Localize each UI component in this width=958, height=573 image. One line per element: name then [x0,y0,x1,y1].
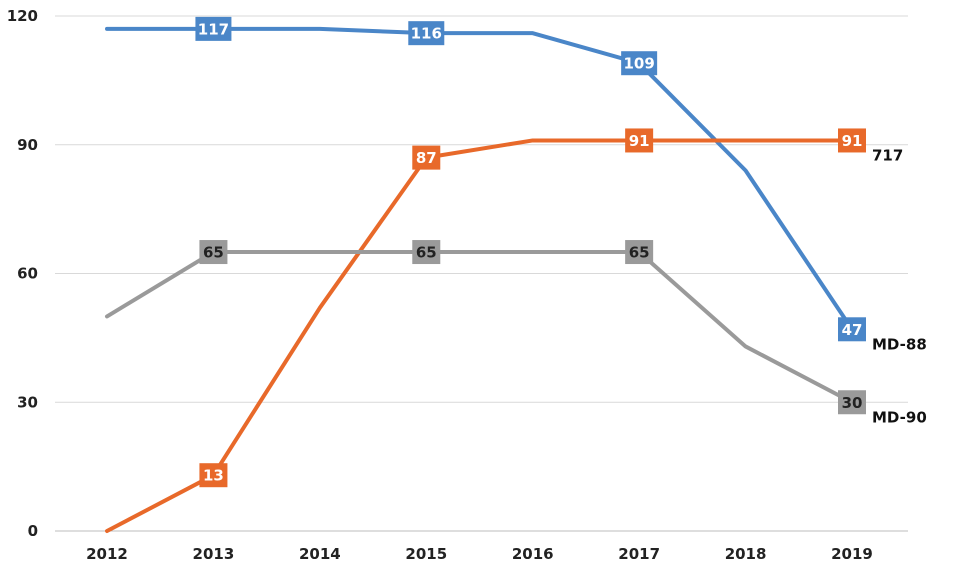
x-tick-label: 2019 [831,545,873,563]
data-label: 13 [199,463,228,488]
data-label: 117 [195,16,232,41]
data-label: 87 [412,145,441,170]
data-label-text: 91 [629,132,650,150]
x-tick-label: 2016 [512,545,554,563]
series-line-717 [105,138,854,533]
x-tick-label: 2015 [405,545,447,563]
x-tick-label: 2013 [193,545,235,563]
gridlines [55,15,908,532]
data-label-box [838,317,866,342]
y-tick-label: 0 [28,522,38,540]
series-name-label: MD-88 [872,335,927,353]
data-label-text: 65 [629,244,650,262]
data-label-box [625,240,654,265]
data-label: 91 [625,128,654,153]
data-label: 65 [412,240,441,265]
data-label-box [199,240,228,265]
series-name-label: MD-90 [872,408,927,426]
data-label: 91 [838,128,866,153]
data-label-text: 116 [411,25,442,43]
data-label-text: 65 [203,244,224,262]
series-end-labels: MD-88 717 MD-90 [872,146,927,426]
data-label: 47 [838,317,866,342]
data-label: 65 [199,240,228,265]
data-label-text: 65 [416,244,437,262]
data-label-box [621,51,658,76]
x-tick-label: 2012 [86,545,128,563]
x-tick-label: 2014 [299,545,341,563]
x-tick-label: 2017 [618,545,660,563]
data-label-box [195,16,232,41]
data-label: 65 [625,240,654,265]
y-tick-label: 60 [17,265,38,283]
data-label-box [408,21,445,46]
data-label-text: 30 [842,394,863,412]
data-label-text: 91 [842,132,863,150]
x-tick-label: 2018 [725,545,767,563]
series-name-label: 717 [872,146,903,164]
data-label: 116 [408,21,445,46]
data-label-text: 47 [842,321,863,339]
data-label-box [838,128,866,153]
data-label-box [412,240,441,265]
data-label-text: 13 [203,467,224,485]
y-tick-label: 30 [17,393,38,411]
data-label-box [412,145,441,170]
y-tick-label: 90 [17,136,38,154]
data-label: 109 [621,51,658,76]
data-labels: 117 116 109 47 13 87 91 91 65 65 65 30 [195,16,866,488]
y-axis-ticks: 0 30 60 90 120 [7,7,38,540]
data-label-box [199,463,228,488]
data-label-text: 87 [416,149,437,167]
series-line-md-90 [105,250,854,405]
data-label: 30 [838,390,866,415]
x-axis-ticks: 2012 2013 2014 2015 2016 2017 2018 2019 [86,545,873,563]
data-label-text: 117 [198,20,229,38]
y-tick-label: 120 [7,7,38,25]
data-label-text: 109 [623,55,654,73]
data-label-box [838,390,866,415]
series-line-md-88 [105,26,854,332]
data-label-box [625,128,654,153]
series-lines [105,26,854,533]
